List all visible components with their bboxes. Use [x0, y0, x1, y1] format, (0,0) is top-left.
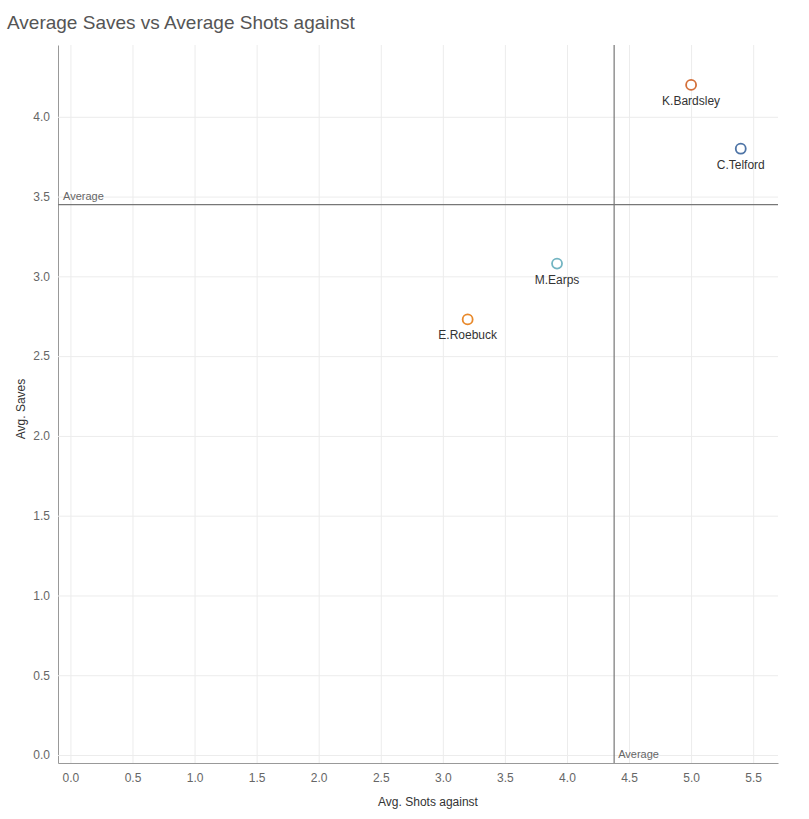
- tick-label: 0.5: [33, 669, 50, 683]
- x-axis: 0.0 0.5 1.0 1.5 2.0 2.5 3.0 3.5 4.0 4.5 5.0 5.5: [59, 45, 779, 785]
- chart: Average Saves vs Average Shots against 0.…: [0, 0, 809, 819]
- grid-line: [58, 197, 778, 198]
- x-axis-title: Avg. Shots against: [378, 795, 479, 809]
- reference-line: [614, 45, 615, 763]
- tick-label: 3.0: [435, 771, 452, 785]
- y-axis-title: Avg. Saves: [14, 379, 28, 439]
- point-label: C.Telford: [717, 158, 765, 172]
- point: [686, 80, 696, 90]
- grid-line: [58, 675, 778, 676]
- tick-label: 3.5: [497, 771, 514, 785]
- tick: 3.0: [33, 270, 778, 284]
- grid-line: [58, 356, 778, 357]
- tick-label: 4.0: [33, 110, 50, 124]
- tick: 3.0: [435, 45, 452, 785]
- tick-label: 2.0: [311, 771, 328, 785]
- axis-line: [59, 763, 779, 764]
- tick: 0.0: [33, 748, 778, 762]
- reference-label: Average: [63, 190, 104, 202]
- grid-line: [132, 45, 133, 763]
- axis-line: [58, 46, 59, 764]
- plot: 0.00.51.01.52.02.53.03.54.04.55.05.50.00…: [33, 45, 778, 785]
- tick: 4.0: [559, 45, 576, 785]
- tick-label: 5.5: [745, 771, 762, 785]
- tick: 5.5: [745, 45, 762, 785]
- tick-label: 2.0: [33, 429, 50, 443]
- grid-line: [753, 45, 754, 763]
- grid-line: [257, 45, 258, 763]
- tick: 2.5: [373, 45, 390, 785]
- tick-label: 1.5: [33, 509, 50, 523]
- tick-label: 2.5: [373, 771, 390, 785]
- tick: 1.0: [187, 45, 204, 785]
- point-label: K.Bardsley: [662, 94, 720, 108]
- marks: [58, 45, 778, 763]
- tick: 2.5: [33, 349, 778, 363]
- grid-line: [58, 595, 778, 596]
- tick: 1.5: [249, 45, 266, 785]
- point: [736, 144, 746, 154]
- tick-label: 3.5: [33, 190, 50, 204]
- tick-label: 4.0: [559, 771, 576, 785]
- grid-line: [691, 45, 692, 763]
- grid-line: [567, 45, 568, 763]
- tick-label: 4.5: [621, 771, 638, 785]
- grid-line: [58, 117, 778, 118]
- tick-label: 5.0: [683, 771, 700, 785]
- grid-line: [505, 45, 506, 763]
- tick-label: 0.5: [125, 771, 142, 785]
- tick: 1.0: [33, 589, 778, 603]
- grid-line: [70, 45, 71, 763]
- tick: 4.5: [621, 45, 638, 785]
- tick: 3.5: [497, 45, 514, 785]
- tick-label: 1.0: [187, 771, 204, 785]
- grid-line: [443, 45, 444, 763]
- grid-line: [381, 45, 382, 763]
- tick-label: 0.0: [63, 771, 80, 785]
- tick-label: 0.0: [33, 748, 50, 762]
- grid-line: [319, 45, 320, 763]
- grid-line: [195, 45, 196, 763]
- point-label: E.Roebuck: [438, 328, 498, 342]
- tick: 0.5: [33, 669, 778, 683]
- tick: 5.0: [683, 45, 700, 785]
- grid-line: [58, 276, 778, 277]
- tick: 0.0: [63, 45, 80, 785]
- point: [552, 259, 562, 269]
- tick: 3.5: [33, 190, 778, 204]
- tick-label: 1.0: [33, 589, 50, 603]
- tick: 0.5: [125, 45, 142, 785]
- grid-line: [58, 755, 778, 756]
- tick-label: 2.5: [33, 349, 50, 363]
- tick: 4.0: [33, 110, 778, 124]
- y-axis: 0.0 0.5 1.0 1.5 2.0 2.5 3.0 3.5 4.0: [33, 46, 778, 764]
- tick-label: 3.0: [33, 270, 50, 284]
- grid-line: [58, 516, 778, 517]
- grid-line: [629, 45, 630, 763]
- tick: 1.5: [33, 509, 778, 523]
- tick: 2.0: [33, 429, 778, 443]
- point: [463, 314, 473, 324]
- tick: 2.0: [311, 45, 328, 785]
- tick-label: 1.5: [249, 771, 266, 785]
- title: Average Saves vs Average Shots against: [7, 12, 356, 33]
- reference-line: [58, 204, 778, 205]
- point-label: M.Earps: [535, 273, 580, 287]
- grid-line: [58, 436, 778, 437]
- reference-label: Average: [618, 748, 659, 760]
